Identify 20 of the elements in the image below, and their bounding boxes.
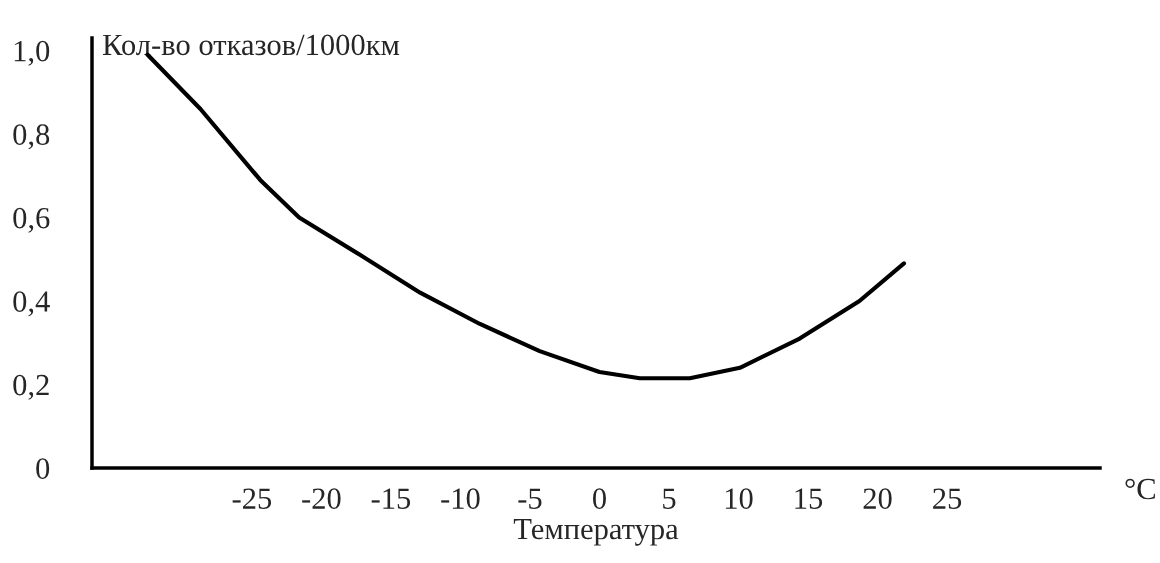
x-tick-label: 20 <box>863 488 892 509</box>
y-tick-label: 1,0 <box>14 40 50 66</box>
y-tick-label: 0,8 <box>13 124 50 150</box>
y-axis-title: Кол-во отказов/1000км <box>102 34 400 56</box>
x-tick-label: -25 <box>232 488 272 509</box>
x-tick-label: 25 <box>933 488 962 509</box>
y-tick-label: 0,2 <box>13 374 49 400</box>
x-tick-label: 0 <box>593 488 606 509</box>
x-tick-label: -15 <box>371 488 411 509</box>
y-tick-label: 0,4 <box>13 291 50 317</box>
x-tick-label: -5 <box>518 488 542 509</box>
x-tick-label: -10 <box>441 488 480 509</box>
x-tick-label: 5 <box>663 488 676 509</box>
x-tick-label: 10 <box>725 488 753 509</box>
x-tick-label: 15 <box>795 488 823 509</box>
x-axis-title: Температура <box>513 519 679 546</box>
text: °C <box>1125 478 1155 500</box>
y-tick-label: 0 <box>36 458 50 479</box>
y-tick-label: 0,6 <box>13 207 50 233</box>
x-tick-label: -20 <box>302 488 341 509</box>
